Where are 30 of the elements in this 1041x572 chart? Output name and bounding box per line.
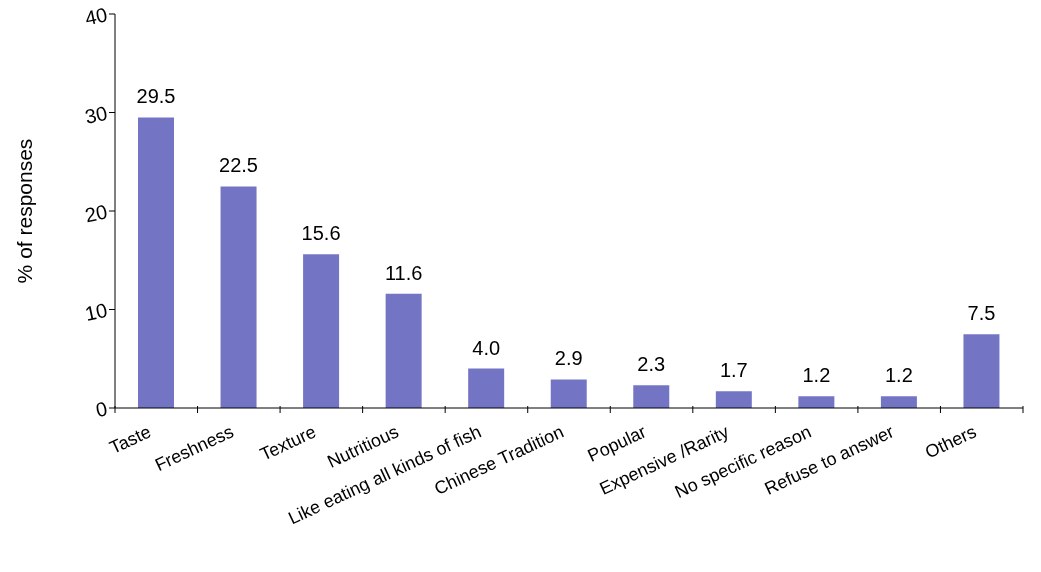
bar — [385, 293, 422, 408]
data-label: 7.5 — [967, 302, 996, 325]
bar — [138, 117, 174, 408]
bar — [303, 254, 340, 408]
data-label: 22.5 — [219, 154, 259, 177]
bar — [880, 396, 917, 408]
bar — [468, 368, 505, 408]
bar — [550, 379, 587, 408]
y-tick-label: 40 — [82, 3, 110, 30]
y-tick-label: 10 — [82, 298, 110, 325]
data-label: 4.0 — [472, 336, 501, 359]
y-axis-title: % of responses — [13, 138, 37, 284]
y-tick-label: 30 — [82, 101, 110, 128]
bar — [715, 391, 752, 408]
y-tick-label: 20 — [82, 200, 110, 227]
y-tick-label: 0 — [93, 397, 110, 422]
bar — [963, 334, 1000, 408]
x-tick-label: Others — [922, 421, 980, 463]
data-label: 1.7 — [719, 359, 748, 382]
data-label: 29.5 — [136, 85, 176, 108]
data-label: 2.3 — [637, 353, 666, 376]
bar — [220, 186, 257, 408]
data-label: 1.2 — [802, 364, 831, 387]
data-label: 1.2 — [885, 364, 913, 387]
data-label: 15.6 — [301, 222, 341, 245]
x-tick-label: Taste — [106, 421, 154, 458]
data-label: 11.6 — [384, 261, 423, 284]
bar — [798, 396, 835, 408]
data-label: 2.9 — [554, 347, 583, 370]
bar — [633, 385, 670, 408]
